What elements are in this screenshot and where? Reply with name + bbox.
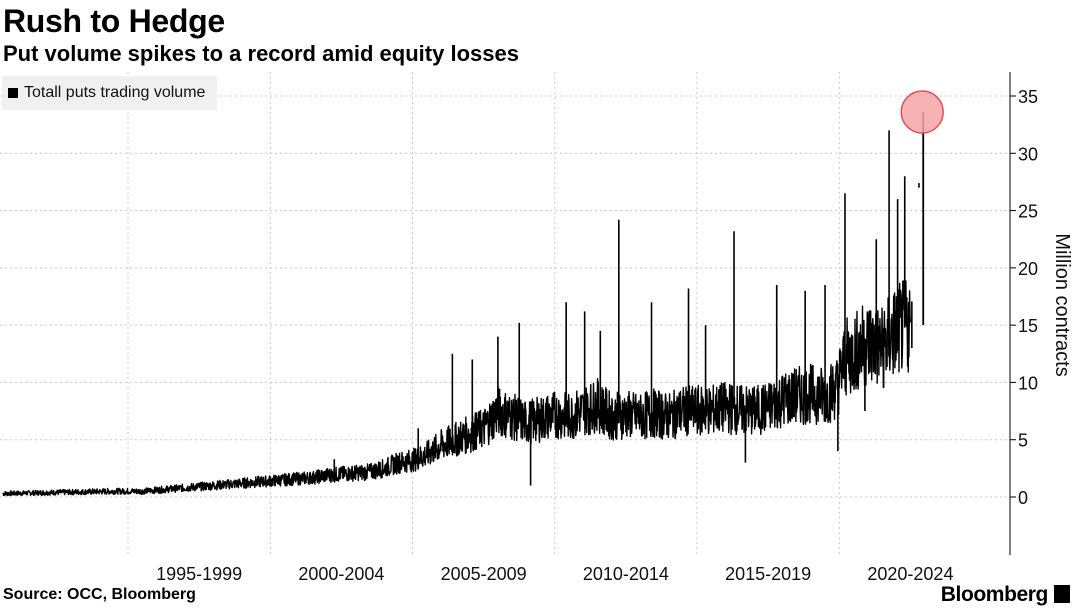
legend: Totall puts trading volume: [2, 76, 218, 110]
x-tick-label: 2015-2019: [725, 564, 811, 584]
series-layer: [2, 112, 925, 497]
y-tick-label: 15: [1018, 316, 1038, 336]
x-axis: 1995-1999 2000-2004 2005-2009 2010-2014 2015…: [156, 564, 953, 584]
chart-title: Rush to Hedge: [3, 3, 225, 39]
highlight-layer: [900, 90, 944, 134]
y-tick-label: 35: [1018, 87, 1038, 107]
legend-label: Totall puts trading volume: [24, 84, 206, 101]
x-tick-label: 2000-2004: [298, 564, 384, 584]
y-axis: 0 5 10 15 20 25 30 35: [1009, 72, 1038, 555]
x-tick-label: 1995-1999: [156, 564, 242, 584]
y-tick-label: 25: [1018, 202, 1038, 222]
x-tick-label: 2010-2014: [583, 564, 669, 584]
series-line: [2, 280, 911, 497]
y-axis-label: Million contracts: [1051, 233, 1073, 376]
brand-name: Bloomberg: [940, 583, 1049, 606]
legend-swatch: [8, 88, 18, 98]
grid-lines: [0, 72, 1010, 555]
y-tick-label: 5: [1018, 431, 1028, 451]
x-tick-label: 2020-2024: [867, 564, 953, 584]
brand-logo: Bloomberg: [941, 583, 1070, 607]
chart-subtitle: Put volume spikes to a record amid equit…: [3, 41, 519, 66]
y-tick-label: 20: [1018, 259, 1038, 279]
y-tick-label: 10: [1018, 373, 1038, 393]
x-tick-label: 2005-2009: [441, 564, 527, 584]
brand-mark-icon: [1054, 585, 1070, 603]
y-tick-label: 30: [1018, 144, 1038, 164]
record-highlight-circle: [900, 90, 944, 134]
y-tick-label: 0: [1018, 488, 1028, 508]
source-note: Source: OCC, Bloomberg: [3, 586, 196, 603]
